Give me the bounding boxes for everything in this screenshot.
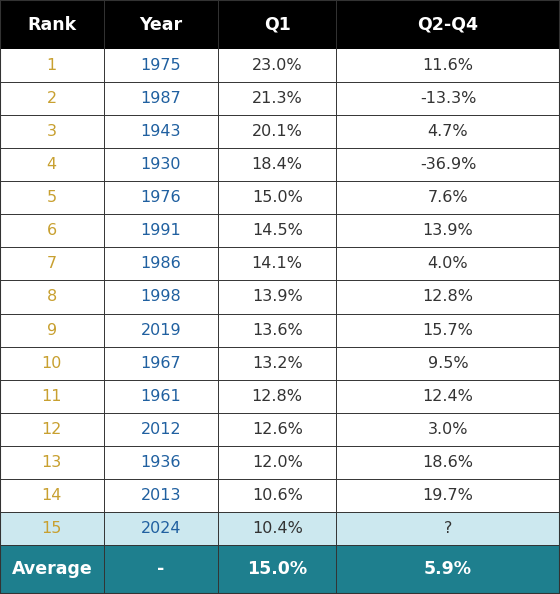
Text: 19.7%: 19.7% bbox=[423, 488, 473, 503]
Text: 1936: 1936 bbox=[141, 454, 181, 470]
Text: Year: Year bbox=[139, 15, 183, 34]
Text: Q1: Q1 bbox=[264, 15, 291, 34]
Bar bbox=[0, 214, 560, 248]
Text: 1998: 1998 bbox=[141, 289, 181, 305]
Text: 15: 15 bbox=[41, 521, 62, 536]
Text: 1975: 1975 bbox=[141, 58, 181, 73]
Text: 13.2%: 13.2% bbox=[252, 356, 302, 371]
Text: 12: 12 bbox=[41, 422, 62, 437]
Bar bbox=[0, 148, 560, 181]
Text: 13: 13 bbox=[41, 454, 62, 470]
Bar bbox=[0, 0, 560, 49]
Text: 11.6%: 11.6% bbox=[422, 58, 474, 73]
Text: 3: 3 bbox=[47, 124, 57, 140]
Bar bbox=[0, 446, 560, 479]
Text: 4.0%: 4.0% bbox=[428, 257, 468, 271]
Text: Average: Average bbox=[11, 560, 92, 579]
Text: 14.5%: 14.5% bbox=[252, 223, 302, 238]
Text: 15.0%: 15.0% bbox=[247, 560, 307, 579]
Text: -36.9%: -36.9% bbox=[420, 157, 476, 172]
Text: 2024: 2024 bbox=[141, 521, 181, 536]
Text: 12.8%: 12.8% bbox=[251, 388, 303, 403]
Text: 18.6%: 18.6% bbox=[422, 454, 474, 470]
Text: 11: 11 bbox=[41, 388, 62, 403]
Bar bbox=[0, 280, 560, 314]
Text: 14: 14 bbox=[41, 488, 62, 503]
Bar bbox=[0, 115, 560, 148]
Bar bbox=[0, 511, 560, 545]
Bar bbox=[0, 479, 560, 511]
Text: 1943: 1943 bbox=[141, 124, 181, 140]
Text: 12.0%: 12.0% bbox=[252, 454, 302, 470]
Text: 4: 4 bbox=[46, 157, 57, 172]
Bar bbox=[0, 545, 560, 594]
Text: 13.9%: 13.9% bbox=[423, 223, 473, 238]
Text: 1976: 1976 bbox=[141, 191, 181, 206]
Text: 12.4%: 12.4% bbox=[423, 388, 473, 403]
Text: 1930: 1930 bbox=[141, 157, 181, 172]
Text: 10.6%: 10.6% bbox=[252, 488, 302, 503]
Text: 1961: 1961 bbox=[141, 388, 181, 403]
Text: 10: 10 bbox=[41, 356, 62, 371]
Text: 3.0%: 3.0% bbox=[428, 422, 468, 437]
Text: 1986: 1986 bbox=[141, 257, 181, 271]
Bar bbox=[0, 314, 560, 346]
Text: 7: 7 bbox=[46, 257, 57, 271]
Bar bbox=[0, 83, 560, 115]
Text: 2: 2 bbox=[46, 91, 57, 106]
Bar bbox=[0, 49, 560, 83]
Bar bbox=[0, 248, 560, 280]
Text: 13.9%: 13.9% bbox=[252, 289, 302, 305]
Text: 10.4%: 10.4% bbox=[252, 521, 302, 536]
Text: 2013: 2013 bbox=[141, 488, 181, 503]
Text: -: - bbox=[157, 560, 165, 579]
Text: 8: 8 bbox=[46, 289, 57, 305]
Text: 23.0%: 23.0% bbox=[252, 58, 302, 73]
Text: 15.7%: 15.7% bbox=[423, 323, 473, 337]
Text: 5.9%: 5.9% bbox=[424, 560, 472, 579]
Text: 1991: 1991 bbox=[141, 223, 181, 238]
Text: 14.1%: 14.1% bbox=[251, 257, 303, 271]
Text: 13.6%: 13.6% bbox=[252, 323, 302, 337]
Text: 12.8%: 12.8% bbox=[422, 289, 474, 305]
Text: 1967: 1967 bbox=[141, 356, 181, 371]
Bar bbox=[0, 380, 560, 413]
Text: 21.3%: 21.3% bbox=[252, 91, 302, 106]
Text: 6: 6 bbox=[46, 223, 57, 238]
Text: ?: ? bbox=[444, 521, 452, 536]
Text: 7.6%: 7.6% bbox=[428, 191, 468, 206]
Text: 2012: 2012 bbox=[141, 422, 181, 437]
Bar bbox=[0, 346, 560, 380]
Text: -13.3%: -13.3% bbox=[420, 91, 476, 106]
Text: 1987: 1987 bbox=[141, 91, 181, 106]
Text: 15.0%: 15.0% bbox=[252, 191, 302, 206]
Text: 9.5%: 9.5% bbox=[428, 356, 468, 371]
Text: Q2-Q4: Q2-Q4 bbox=[418, 15, 478, 34]
Text: 9: 9 bbox=[46, 323, 57, 337]
Text: 4.7%: 4.7% bbox=[428, 124, 468, 140]
Text: 20.1%: 20.1% bbox=[252, 124, 302, 140]
Text: 18.4%: 18.4% bbox=[251, 157, 303, 172]
Bar bbox=[0, 413, 560, 446]
Text: Rank: Rank bbox=[27, 15, 76, 34]
Text: 12.6%: 12.6% bbox=[252, 422, 302, 437]
Text: 1: 1 bbox=[46, 58, 57, 73]
Text: 5: 5 bbox=[46, 191, 57, 206]
Bar bbox=[0, 181, 560, 214]
Text: 2019: 2019 bbox=[141, 323, 181, 337]
